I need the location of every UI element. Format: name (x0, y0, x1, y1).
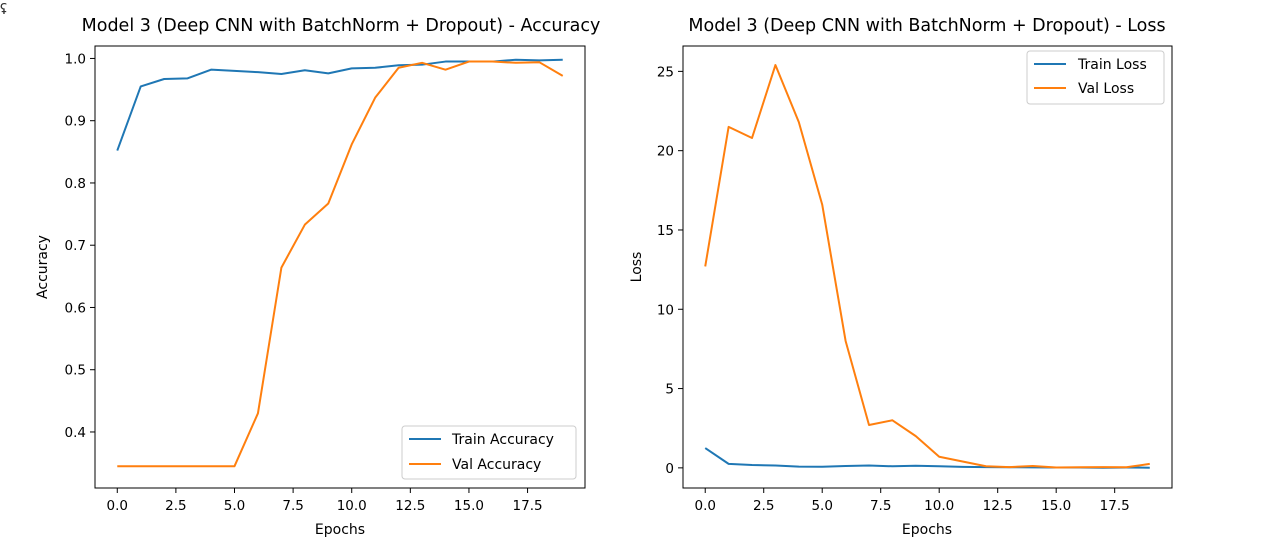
accuracy-ytick-labels: 0.4 0.5 0.6 0.7 0.8 0.9 1.0 (65, 51, 95, 441)
loss-legend: Train Loss Val Loss (1026, 50, 1165, 105)
loss-xtick-labels: 0.0 2.5 5.0 7.5 10.0 12.5 15.0 17.5 (694, 488, 1130, 514)
accuracy-ylabel: Accuracy (35, 235, 51, 299)
accuracy-xtick-label: 12.5 (395, 498, 425, 514)
accuracy-xtick-label: 5.0 (224, 498, 245, 514)
accuracy-xlabel: Epochs (315, 522, 365, 538)
loss-xtick-label: 12.5 (983, 498, 1013, 514)
accuracy-ytick-label: 0.8 (65, 176, 86, 192)
loss-legend-label-val: Val Loss (1078, 81, 1134, 97)
accuracy-xtick-labels: 0.0 2.5 5.0 7.5 10.0 12.5 15.0 17.5 (107, 488, 543, 514)
accuracy-line-train-accuracy (116, 58, 563, 151)
loss-ytick-label: 5 (665, 382, 674, 398)
accuracy-ytick-label: 0.9 (65, 114, 86, 130)
loss-ytick-label: 20 (657, 144, 674, 160)
accuracy-xtick-label: 17.5 (513, 498, 543, 514)
loss-xlabel: Epochs (902, 522, 952, 538)
accuracy-lines (116, 58, 564, 468)
loss-chart: Model 3 (Deep CNN with BatchNorm + Dropo… (629, 16, 1173, 538)
accuracy-plot-frame (94, 45, 586, 489)
loss-line-train-loss (704, 447, 1150, 469)
accuracy-ytick-label: 0.5 (65, 363, 86, 379)
loss-xtick-label: 7.5 (870, 498, 891, 514)
accuracy-xtick-label: 2.5 (165, 498, 186, 514)
accuracy-ytick-label: 1.0 (65, 51, 86, 67)
loss-chart-title: Model 3 (Deep CNN with BatchNorm + Dropo… (688, 16, 1165, 36)
loss-xtick-label: 15.0 (1041, 498, 1071, 514)
accuracy-line-val-accuracy (117, 60, 564, 468)
accuracy-legend-box (401, 425, 577, 480)
loss-ytick-labels: 0 5 10 15 20 25 (657, 64, 683, 477)
accuracy-ytick-label: 0.7 (65, 238, 86, 254)
accuracy-xtick-label: 15.0 (454, 498, 484, 514)
loss-lines (704, 64, 1150, 469)
loss-ytick-label: 25 (657, 64, 674, 80)
accuracy-xtick-label: 7.5 (282, 498, 303, 514)
accuracy-legend-label-train: Train Accuracy (451, 432, 554, 448)
loss-ytick-label: 0 (665, 461, 674, 477)
loss-line-val-loss (704, 64, 1150, 469)
loss-ylabel: Loss (629, 252, 645, 283)
accuracy-legend-label-val: Val Accuracy (452, 457, 541, 473)
accuracy-legend: Train Accuracy Val Accuracy (401, 425, 577, 480)
accuracy-xtick-label: 0.0 (107, 498, 128, 514)
accuracy-chart: Model 3 (Deep CNN with BatchNorm + Dropo… (35, 16, 600, 538)
accuracy-ytick-label: 0.6 (65, 300, 86, 316)
loss-xtick-label: 5.0 (811, 498, 832, 514)
loss-legend-label-train: Train Loss (1077, 57, 1147, 73)
corner-glyph: ʢ (0, 2, 8, 18)
loss-xtick-label: 2.5 (753, 498, 774, 514)
loss-plot-frame (682, 45, 1173, 489)
loss-xtick-label: 10.0 (924, 498, 954, 514)
loss-xtick-label: 17.5 (1100, 498, 1130, 514)
loss-ytick-label: 15 (657, 223, 674, 239)
loss-ytick-label: 10 (657, 302, 674, 318)
accuracy-ytick-label: 0.4 (65, 425, 86, 441)
loss-xtick-label: 0.0 (694, 498, 715, 514)
accuracy-xtick-label: 10.0 (337, 498, 367, 514)
accuracy-chart-title: Model 3 (Deep CNN with BatchNorm + Dropo… (82, 16, 601, 36)
